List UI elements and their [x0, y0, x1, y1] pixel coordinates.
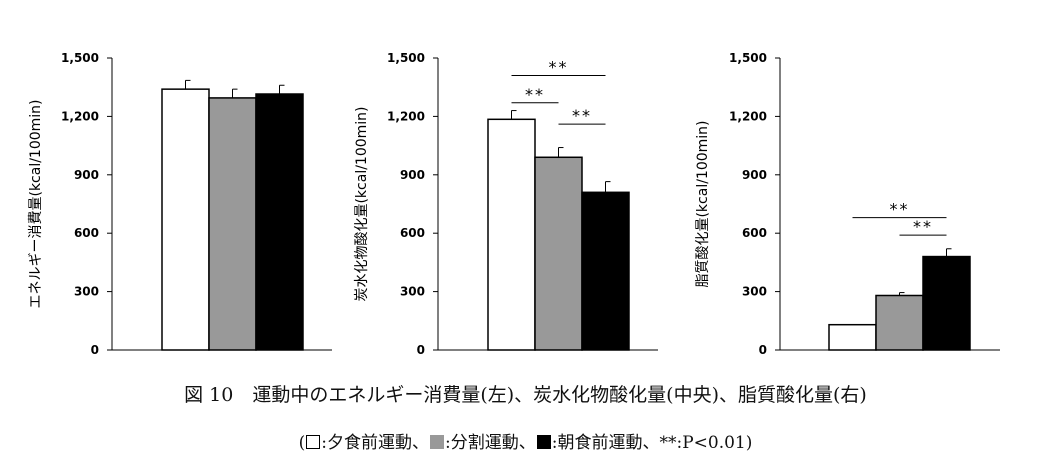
bar — [255, 93, 304, 351]
y-axis-label: エネルギー消費量(kcal/100min) — [28, 99, 44, 308]
significance-label: ** — [890, 200, 910, 219]
swatch-black — [536, 435, 551, 449]
y-tick-label: 900 — [400, 168, 425, 182]
y-tick-label: 1,200 — [61, 109, 99, 123]
legend-open-paren: ( — [298, 433, 306, 453]
y-tick-label: 1,200 — [729, 109, 767, 123]
significance-label: ** — [913, 217, 933, 236]
bar — [922, 255, 971, 351]
bar — [161, 88, 210, 351]
legend-item-pre-breakfast: :朝食前運動、 — [551, 433, 660, 453]
y-axis-label: 脂質酸化量(kcal/100min) — [695, 120, 711, 287]
y-tick-label: 0 — [417, 343, 425, 357]
y-tick-label: 900 — [742, 168, 767, 182]
y-tick-label: 600 — [74, 226, 99, 240]
bar — [534, 156, 583, 351]
legend-significance-note: **:P<0.01) — [659, 433, 753, 453]
bar — [208, 97, 257, 351]
figure-charts: 0 300 600 900 1,200 1,500 エネルギー消費量(kcal/100min… — [28, 51, 1000, 357]
swatch-gray — [430, 435, 444, 449]
legend-item-split: :分割運動、 — [445, 433, 536, 453]
legend-item-pre-dinner: :夕食前運動、 — [321, 433, 429, 453]
significance-label: ** — [572, 106, 592, 125]
legend-caption: ( :夕食前運動、 :分割運動、 :朝食前運動、**:P<0.01) — [0, 428, 1051, 453]
y-tick-label: 0 — [91, 343, 99, 357]
significance-label: ** — [525, 85, 545, 104]
y-tick-label: 900 — [74, 168, 99, 182]
bar — [875, 294, 924, 351]
y-tick-label: 300 — [742, 285, 767, 299]
bar — [828, 323, 877, 351]
y-tick-label: 1,500 — [387, 51, 425, 65]
bar — [487, 118, 536, 351]
figure-caption: 図 10 運動中のエネルギー消費量(左)、炭水化物酸化量(中央)、脂質酸化量(右… — [184, 384, 867, 406]
y-tick-label: 1,200 — [387, 109, 425, 123]
bar — [581, 191, 630, 351]
y-tick-label: 1,500 — [61, 51, 99, 65]
y-tick-label: 1,500 — [729, 51, 767, 65]
significance-label: ** — [549, 58, 569, 77]
y-tick-label: 300 — [400, 285, 425, 299]
swatch-white — [306, 435, 321, 449]
y-tick-label: 0 — [759, 343, 767, 357]
y-tick-label: 600 — [400, 226, 425, 240]
y-axis-label: 炭水化物酸化量(kcal/100min) — [354, 106, 370, 301]
y-tick-label: 600 — [742, 226, 767, 240]
y-tick-label: 300 — [74, 285, 99, 299]
